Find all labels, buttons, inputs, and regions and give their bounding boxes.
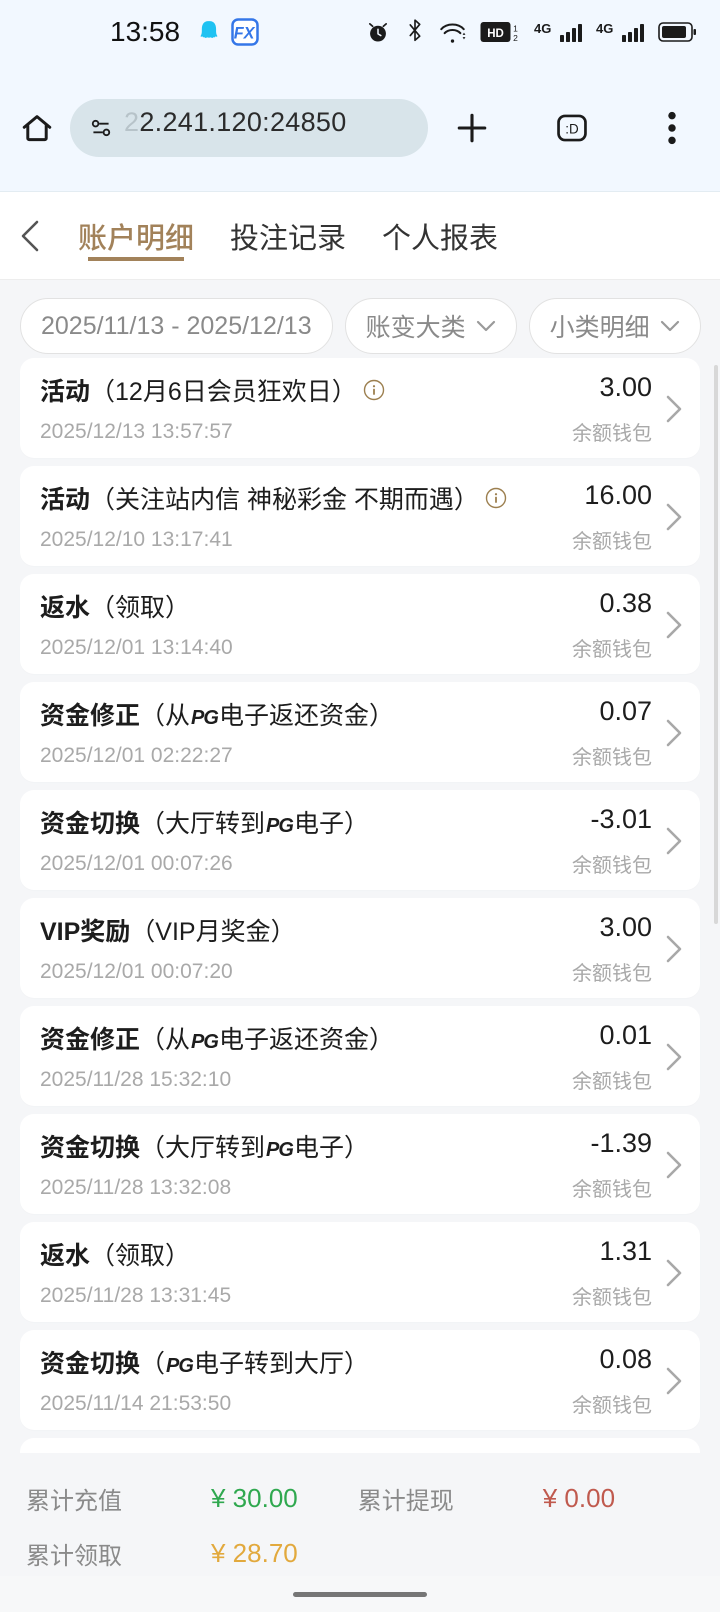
svg-text:4G: 4G — [534, 21, 551, 36]
svg-text:HD: HD — [487, 28, 504, 40]
svg-text::D: :D — [565, 121, 579, 136]
svg-text:2: 2 — [513, 33, 518, 43]
svg-text:4G: 4G — [596, 21, 613, 36]
svg-text:FX: FX — [234, 24, 256, 42]
svg-text:1: 1 — [513, 24, 518, 34]
